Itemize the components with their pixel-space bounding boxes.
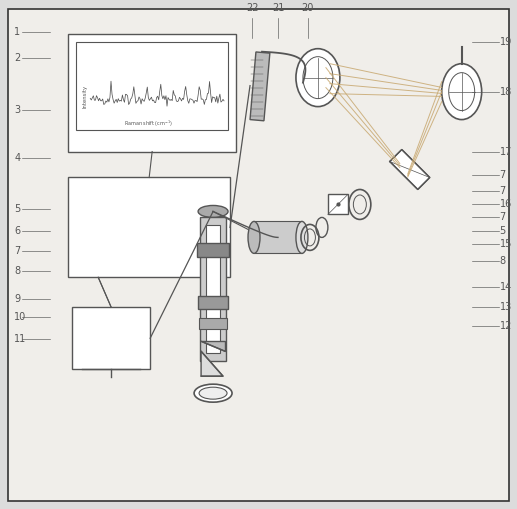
Text: 5: 5 [14, 205, 21, 214]
Text: 11: 11 [14, 334, 26, 344]
Text: 21: 21 [272, 3, 284, 13]
Text: 6: 6 [14, 227, 21, 236]
Text: 14: 14 [499, 282, 512, 292]
Text: 10: 10 [14, 313, 26, 322]
Text: 3: 3 [14, 104, 21, 115]
Text: 16: 16 [499, 200, 512, 210]
Text: 12: 12 [499, 321, 512, 331]
Text: Intensity: Intensity [82, 85, 87, 108]
Ellipse shape [198, 206, 228, 217]
Text: 8: 8 [499, 257, 506, 266]
Ellipse shape [199, 387, 227, 399]
Text: 22: 22 [246, 3, 258, 13]
Ellipse shape [296, 49, 340, 106]
Bar [197, 243, 229, 258]
Text: Raman shift (cm$^{-1}$): Raman shift (cm$^{-1}$) [124, 119, 173, 129]
Text: 9: 9 [14, 294, 21, 304]
Bar [72, 307, 150, 369]
Bar [254, 221, 302, 253]
Text: 8: 8 [14, 266, 21, 276]
Bar [199, 318, 227, 329]
Bar [250, 52, 270, 121]
Text: 7: 7 [14, 246, 21, 257]
Polygon shape [201, 351, 223, 376]
Text: 2: 2 [14, 52, 21, 63]
Bar [68, 34, 236, 152]
Polygon shape [201, 341, 225, 351]
Bar [206, 225, 220, 353]
Bar [198, 296, 228, 309]
Text: 7: 7 [499, 169, 506, 180]
Polygon shape [390, 150, 430, 189]
Bar [68, 178, 230, 277]
Ellipse shape [296, 221, 308, 253]
Ellipse shape [248, 221, 260, 253]
Text: 1: 1 [14, 26, 21, 37]
Bar [200, 217, 226, 361]
Bar [77, 42, 228, 130]
Bar [328, 194, 348, 214]
Text: 17: 17 [499, 147, 512, 157]
Text: 18: 18 [499, 87, 512, 97]
Text: 13: 13 [499, 302, 512, 313]
Ellipse shape [442, 64, 482, 120]
Text: 7: 7 [499, 212, 506, 222]
Text: 20: 20 [302, 3, 314, 13]
Text: 19: 19 [499, 37, 512, 47]
Text: 15: 15 [499, 239, 512, 249]
Text: 5: 5 [499, 227, 506, 236]
Ellipse shape [194, 384, 232, 402]
Text: 4: 4 [14, 153, 21, 162]
Text: 7: 7 [499, 186, 506, 196]
